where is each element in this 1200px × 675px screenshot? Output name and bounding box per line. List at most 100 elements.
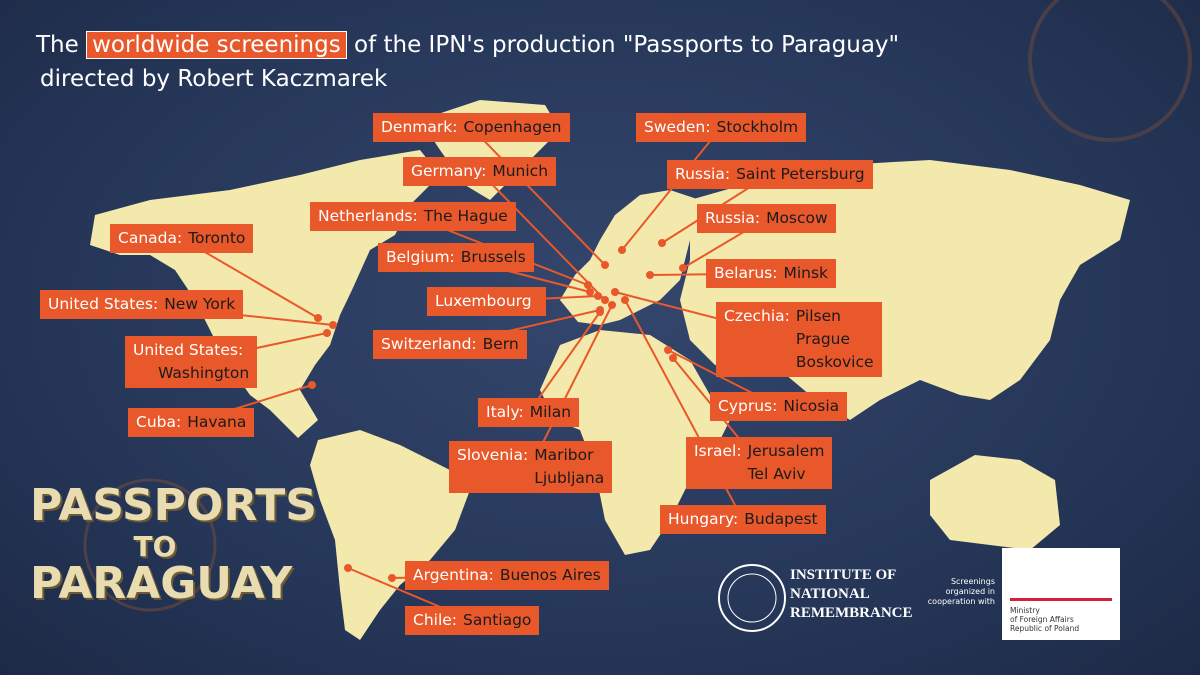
cities: Toronto — [188, 227, 245, 250]
city: Brussels — [460, 248, 526, 266]
ministry-logo: Ministry of Foreign Affairs Republic of … — [1002, 548, 1120, 640]
cities: Nicosia — [783, 395, 839, 418]
leader-line — [527, 311, 601, 414]
country: United States: — [133, 341, 244, 359]
institute-name: INSTITUTE OF NATIONAL REMEMBRANCE — [790, 566, 913, 623]
leader-line — [529, 304, 613, 468]
cities: Bern — [483, 333, 519, 356]
leader-line — [478, 170, 606, 301]
title-line-1: The worldwide screenings of the IPN's pr… — [36, 31, 900, 59]
australia — [930, 455, 1060, 550]
screening-dot — [323, 329, 331, 337]
city: Milan — [529, 403, 572, 421]
film-logo: PASSPORTS — [30, 480, 317, 531]
city: Toronto — [188, 229, 246, 247]
screening-label: Slovenia: Maribor Ljubljana — [449, 441, 613, 493]
city: Minsk — [783, 264, 829, 282]
screening-label: United States: Washington — [125, 336, 258, 388]
city: Copenhagen — [463, 118, 562, 136]
asia — [680, 160, 1130, 420]
country: Netherlands: — [318, 207, 418, 225]
screening-dot — [388, 574, 396, 582]
cities: Moscow — [766, 207, 828, 230]
screening-dot — [601, 261, 609, 269]
country: Cyprus: — [718, 397, 778, 415]
country: Russia: — [675, 165, 731, 183]
screening-dot — [621, 296, 629, 304]
screening-dot — [608, 301, 616, 309]
screening-dot — [314, 314, 322, 322]
city: Pilsen — [795, 307, 841, 325]
cities: Minsk — [783, 262, 828, 285]
cities: Pilsen Prague Boskovice — [796, 305, 874, 374]
stamp — [1028, 0, 1192, 142]
ipn-emblem — [718, 564, 786, 632]
screening-dot — [601, 296, 609, 304]
screening-label: Belarus: Minsk — [706, 259, 837, 288]
screening-dot — [611, 288, 619, 296]
cities: Brussels — [461, 246, 526, 269]
ministry-line: Ministry — [1010, 606, 1040, 615]
screening-label: Czechia: Pilsen Prague Boskovice — [716, 302, 882, 377]
city: Washington — [158, 364, 250, 382]
title-text: of the IPN's production "Passports to Pa… — [354, 32, 900, 58]
ministry-line: of Foreign Affairs — [1010, 615, 1074, 624]
screening-dot — [679, 264, 687, 272]
cities: Santiago — [463, 609, 531, 632]
country: Slovenia: — [457, 446, 529, 464]
country: Belgium: — [386, 248, 455, 266]
cooperation-note: Screenings organized in cooperation with — [927, 577, 995, 606]
city: The Hague — [423, 207, 508, 225]
screening-dot — [664, 346, 672, 354]
country: Luxembourg — [435, 292, 532, 310]
south-america — [310, 430, 470, 640]
screening-dot — [646, 271, 654, 279]
cities: The Hague — [424, 205, 508, 228]
title-highlight: worldwide screenings — [86, 31, 347, 59]
city: Stockholm — [716, 118, 799, 136]
country: Hungary: — [668, 510, 739, 528]
screening-label: Luxembourg — [427, 287, 546, 316]
country: United States: — [48, 295, 159, 313]
screening-label: Cuba: Havana — [128, 408, 255, 437]
city: Prague — [795, 330, 851, 348]
ipn-emblem-inner — [727, 573, 777, 623]
leader-line — [470, 126, 606, 266]
cities: Copenhagen — [463, 116, 561, 139]
ministry-name: Ministry of Foreign Affairs Republic of … — [1010, 606, 1079, 633]
country: Israel: — [694, 442, 742, 460]
screening-label: Italy: Milan — [478, 398, 580, 427]
city: Havana — [187, 413, 247, 431]
country: Czechia: — [724, 307, 790, 325]
screening-label: Netherlands: The Hague — [310, 202, 516, 231]
screening-dot — [669, 354, 677, 362]
title-line-2: directed by Robert Kaczmarek — [40, 66, 388, 92]
city: Munich — [492, 162, 549, 180]
country: Switzerland: — [381, 335, 477, 353]
screening-label: Switzerland: Bern — [373, 330, 527, 359]
country: Cuba: — [136, 413, 182, 431]
city: Nicosia — [783, 397, 840, 415]
screening-label: Russia: Saint Petersburg — [667, 160, 873, 189]
screening-dot — [329, 321, 337, 329]
city: Santiago — [463, 611, 532, 629]
cities: Buenos Aires — [500, 564, 601, 587]
cities: Milan — [530, 401, 571, 424]
city: Boskovice — [795, 353, 874, 371]
screening-dot — [658, 239, 666, 247]
screening-dot — [586, 288, 594, 296]
screening-label: Sweden: Stockholm — [636, 113, 807, 142]
country: Argentina: — [413, 566, 494, 584]
screening-label: Cyprus: Nicosia — [710, 392, 848, 421]
ministry-line: Republic of Poland — [1010, 624, 1080, 633]
cities: Munich — [492, 160, 548, 183]
screening-dot — [308, 381, 316, 389]
consulate-stamp — [83, 478, 217, 612]
city: Bern — [482, 335, 519, 353]
title-text: The — [36, 32, 79, 58]
cities: Stockholm — [716, 116, 798, 139]
screening-label: Denmark: Copenhagen — [373, 113, 570, 142]
screening-dot — [594, 292, 602, 300]
institute-line: NATIONAL — [790, 586, 870, 602]
ministry-bar — [1010, 598, 1112, 601]
